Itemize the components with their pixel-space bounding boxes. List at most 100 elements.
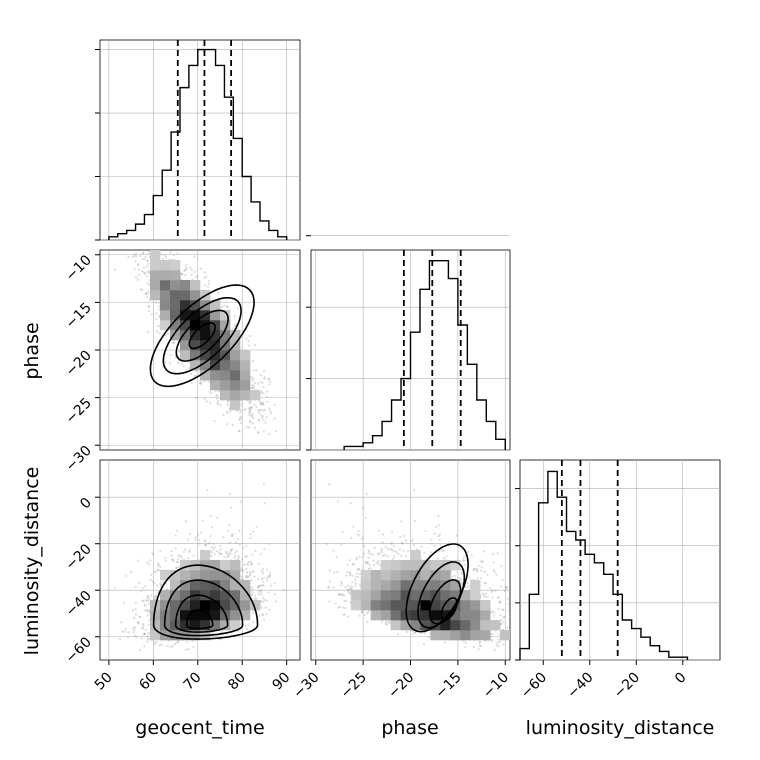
sample-point [124, 574, 127, 577]
density-bin [160, 290, 171, 301]
sample-point [164, 361, 167, 364]
density-bin [190, 290, 201, 301]
density-bin [230, 380, 241, 391]
sample-point [251, 593, 254, 596]
sample-point [177, 554, 180, 557]
sample-point [261, 572, 265, 575]
sample-point [177, 557, 180, 561]
density-bin [180, 300, 191, 311]
sample-point [243, 408, 246, 411]
histogram-step-luminosity-distance [519, 470, 689, 660]
joint-content [113, 250, 278, 450]
sample-point [207, 282, 211, 285]
sample-point [203, 543, 207, 546]
sample-point [249, 533, 252, 536]
sample-point [143, 266, 146, 269]
x-axis-label-geocent-time: geocent_time [135, 717, 264, 739]
sample-point [126, 636, 130, 639]
sample-point [156, 569, 160, 572]
sample-point [154, 594, 157, 597]
sample-point [199, 267, 202, 270]
sample-point [164, 559, 167, 562]
sample-point [242, 569, 245, 572]
sample-point [198, 542, 201, 545]
density-bin [170, 290, 181, 301]
sample-point [259, 589, 262, 592]
sample-point [145, 599, 148, 602]
density-bin [200, 330, 211, 341]
sample-point [207, 542, 210, 545]
density-bin [170, 280, 181, 291]
sample-point [260, 599, 263, 603]
sample-point [229, 410, 232, 413]
sample-point [134, 613, 138, 616]
sample-point [147, 262, 150, 265]
density-bin [160, 320, 171, 331]
sample-point [209, 514, 212, 517]
density-bin [200, 350, 211, 361]
sample-point [152, 552, 155, 556]
density-bin [220, 390, 231, 401]
sample-point [248, 414, 251, 417]
sample-point [190, 382, 193, 385]
sample-point [249, 400, 252, 403]
hist-panel-phase [306, 235, 511, 451]
histogram-step-phase [343, 260, 506, 450]
sample-point [249, 571, 252, 574]
sample-point [225, 556, 229, 559]
density-bin [220, 370, 231, 381]
sample-point [139, 254, 142, 258]
sample-point [262, 577, 265, 580]
sample-point [166, 332, 170, 335]
sample-point [225, 552, 228, 555]
sample-point [156, 584, 159, 587]
sample-point [236, 538, 240, 541]
sample-point [133, 616, 136, 619]
density-bin [190, 320, 201, 331]
sample-point [193, 270, 196, 273]
hist-panel-geocent-time [95, 39, 301, 241]
density-bin [220, 380, 231, 391]
sample-point [263, 370, 266, 373]
sample-point [260, 391, 263, 394]
sample-point [217, 389, 220, 393]
sample-point [154, 641, 157, 644]
sample-point [230, 549, 233, 552]
sample-point [255, 525, 258, 529]
sample-point [260, 413, 263, 416]
sample-point [262, 580, 265, 583]
sample-point [146, 282, 149, 285]
density-bin [190, 350, 201, 361]
sample-point [208, 390, 211, 393]
sample-point [137, 622, 140, 625]
sample-point [241, 558, 244, 561]
sample-point [176, 560, 179, 564]
sample-point [237, 555, 240, 558]
sample-point [160, 253, 163, 256]
sample-point [157, 314, 161, 317]
sample-point [264, 421, 267, 424]
sample-point [263, 377, 266, 380]
density-bin [210, 340, 221, 351]
sample-point [223, 304, 226, 307]
sample-point [150, 313, 153, 316]
sample-point [145, 609, 149, 612]
sample-point [146, 614, 149, 617]
density-bin [180, 350, 191, 361]
sample-point [180, 272, 184, 276]
sample-point [261, 613, 264, 616]
sample-point [187, 647, 190, 651]
sample-point [248, 334, 251, 338]
sample-point [251, 383, 254, 387]
sample-point [231, 424, 234, 427]
sample-point [146, 290, 150, 293]
sample-point [245, 571, 249, 574]
sample-point [247, 407, 250, 410]
sample-point [176, 560, 179, 564]
x-axis-label-luminosity-distance: luminosity_distance [526, 717, 715, 739]
sample-point [212, 542, 215, 545]
sample-point [226, 305, 229, 308]
sample-point [172, 254, 176, 257]
sample-point [233, 324, 237, 327]
sample-point [144, 292, 147, 295]
